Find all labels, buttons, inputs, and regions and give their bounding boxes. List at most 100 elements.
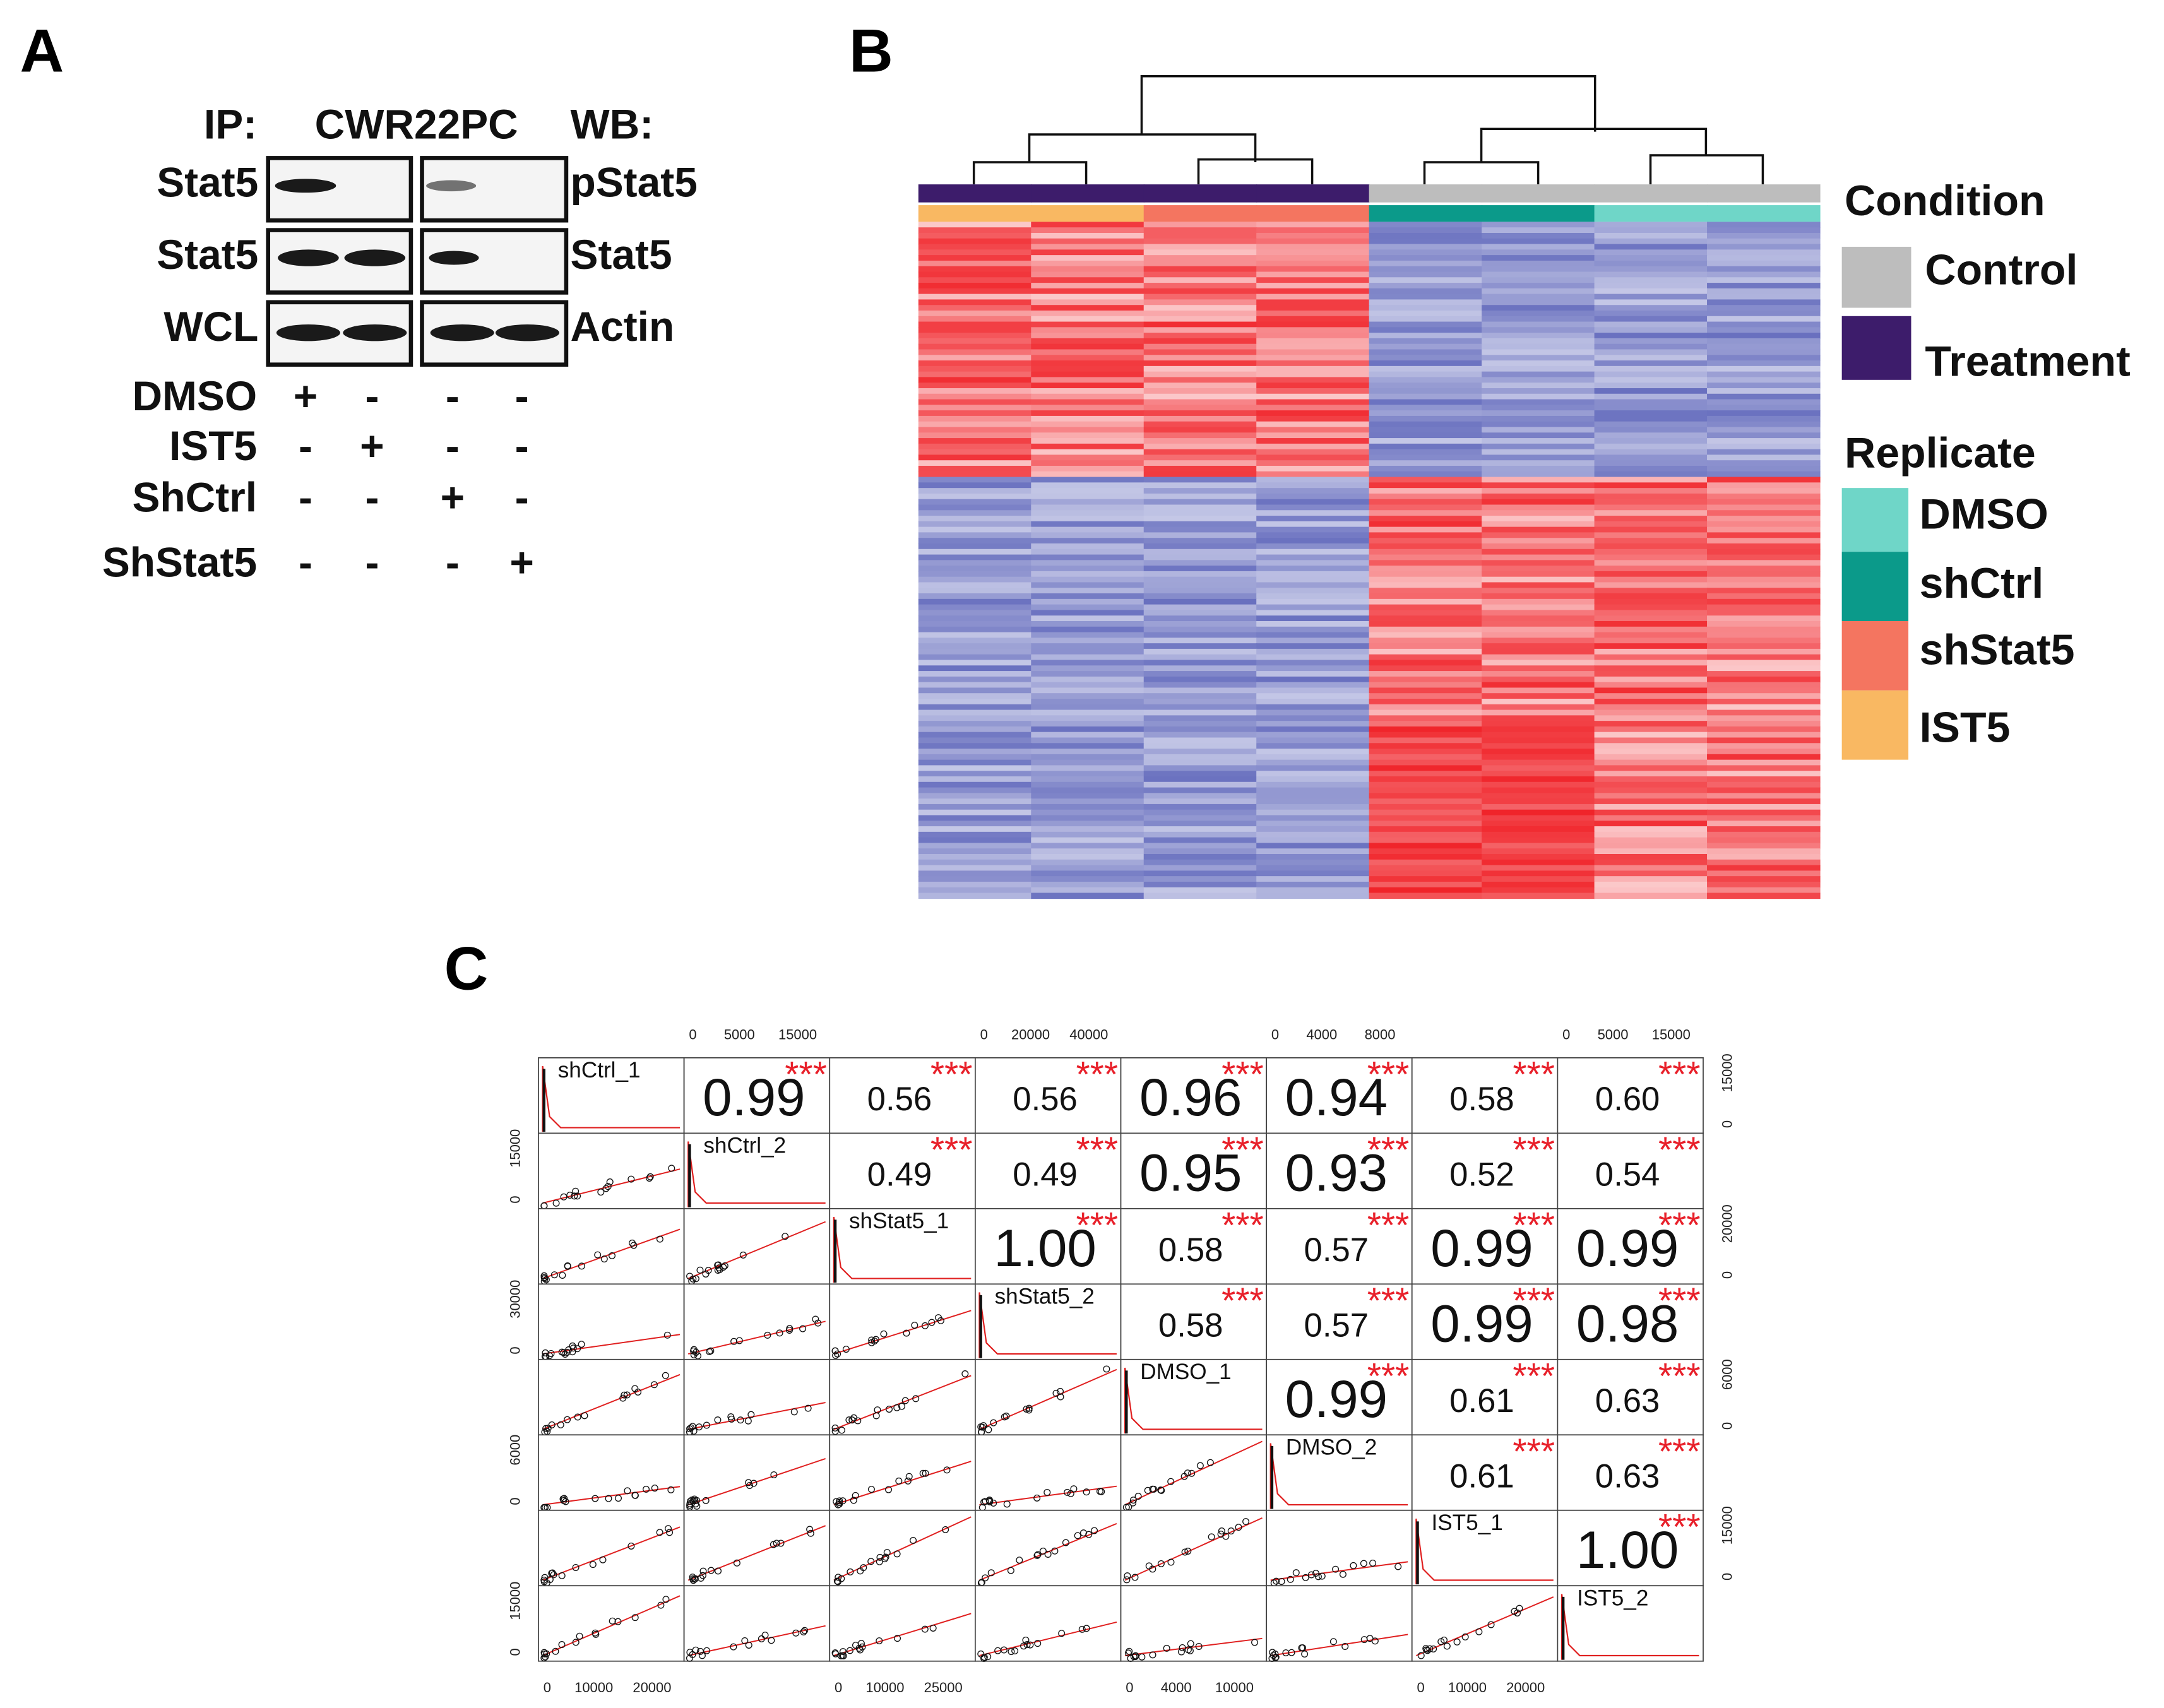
heatmap-cell — [1707, 865, 1821, 872]
heatmap-cell — [1482, 521, 1595, 528]
heatmap-cell — [1369, 421, 1483, 428]
heatmap-cell — [1482, 222, 1595, 228]
heatmap-cell — [918, 360, 1032, 367]
scatter-point — [646, 1175, 653, 1182]
heatmap-cell — [1594, 865, 1708, 872]
matrix-cell — [1411, 1057, 1559, 1134]
heatmap-cell — [1594, 321, 1708, 328]
heatmap-cell — [1707, 510, 1821, 516]
heatmap-cell — [1594, 355, 1708, 361]
legend-swatch — [1841, 246, 1911, 308]
scatter-point — [1002, 1413, 1010, 1420]
heatmap-cell — [918, 776, 1032, 783]
heatmap-cell — [1143, 554, 1257, 561]
scatter-point — [1186, 1647, 1194, 1654]
heatmap-cell — [1482, 881, 1595, 888]
heatmap-cell — [918, 305, 1032, 311]
heatmap-cell — [1143, 271, 1257, 278]
heatmap-cell — [1031, 266, 1144, 273]
heatmap-cell — [1143, 676, 1257, 683]
heatmap-cell — [1482, 560, 1595, 567]
heatmap-cell — [1594, 676, 1708, 683]
heatmap-cell — [918, 704, 1032, 711]
heatmap-cell — [1256, 793, 1370, 800]
top-tick-label: 40000 — [1069, 1027, 1108, 1043]
heatmap-cell — [1143, 393, 1257, 400]
scatter-point — [605, 1495, 612, 1502]
heatmap-cell — [1369, 504, 1483, 511]
heatmap-cell — [1031, 576, 1144, 583]
heatmap-cell — [1707, 771, 1821, 777]
heatmap-cell — [1031, 715, 1144, 722]
heatmap-cell — [1369, 593, 1483, 600]
heatmap-cell — [1256, 244, 1370, 251]
heatmap-cell — [1482, 615, 1595, 622]
scatter-point — [1083, 1488, 1090, 1496]
scatter-point — [1132, 1652, 1139, 1659]
right-tick-label: 15000 — [1719, 1506, 1735, 1545]
heatmap-cell — [1143, 821, 1257, 827]
heatmap-cell — [1031, 504, 1144, 511]
heatmap-cell — [1482, 610, 1595, 617]
top-tick-label: 15000 — [1652, 1027, 1691, 1043]
heatmap-cell — [1031, 283, 1144, 289]
heatmap-cell — [1482, 660, 1595, 667]
heatmap-cell — [1707, 355, 1821, 361]
heatmap-cell — [1256, 277, 1370, 283]
heatmap-cell — [1369, 809, 1483, 816]
heatmap-cell — [1594, 266, 1708, 273]
heatmap-cell — [1369, 732, 1483, 738]
scatter-point — [703, 1421, 710, 1429]
heatmap-cell — [1594, 360, 1708, 367]
matrix-cell — [1557, 1283, 1704, 1360]
scatter-point — [883, 1549, 891, 1557]
heatmap-cell — [1707, 560, 1821, 567]
scatter-point — [542, 1653, 549, 1661]
heatmap-cell — [1031, 327, 1144, 334]
heatmap-cell — [918, 682, 1032, 689]
heatmap-cell — [1482, 283, 1595, 289]
heatmap-cell — [918, 349, 1032, 356]
heatmap-cell — [1031, 893, 1144, 899]
heatmap-cell — [1031, 560, 1144, 567]
heatmap-cell — [1256, 493, 1370, 500]
heatmap-cell — [1369, 277, 1483, 283]
legend-label: shStat5 — [1920, 626, 2075, 674]
correlation-value: 0.49 — [1013, 1156, 1078, 1194]
heatmap-cell — [918, 549, 1032, 555]
fit-line — [1415, 1596, 1554, 1656]
heatmap-cell — [1256, 638, 1370, 644]
heatmap-cell — [1369, 721, 1483, 727]
heatmap-cell — [1594, 704, 1708, 711]
heatmap-cell — [1143, 238, 1257, 245]
matrix-cell — [1557, 1057, 1704, 1134]
scatter-point — [990, 1419, 997, 1426]
fit-line — [687, 1320, 826, 1355]
heatmap-cell — [1369, 793, 1483, 800]
scatter-point — [1475, 1628, 1483, 1635]
heatmap-cell — [1143, 571, 1257, 578]
scatter-point — [1184, 1548, 1192, 1555]
heatmap-cell — [1256, 377, 1370, 384]
scatter-point — [686, 1272, 694, 1280]
heatmap-cell — [1707, 249, 1821, 256]
heatmap-cell — [1482, 554, 1595, 561]
wb-label: WB: — [571, 100, 654, 147]
heatmap-cell — [1594, 499, 1708, 506]
right-tick-label: 0 — [1719, 1422, 1735, 1430]
heatmap-cell — [1256, 776, 1370, 783]
scatter-point — [564, 1416, 571, 1423]
heatmap-cell — [1594, 549, 1708, 555]
heatmap-cell — [1707, 443, 1821, 450]
heatmap-cell — [1256, 704, 1370, 711]
heatmap-cell — [1482, 843, 1595, 850]
scatter-point — [770, 1541, 777, 1548]
matrix-cell — [1120, 1358, 1268, 1436]
scatter-point — [686, 1425, 694, 1433]
matrix-cell — [1557, 1585, 1704, 1662]
heatmap-cell — [918, 876, 1032, 882]
heatmap-cell — [1707, 238, 1821, 245]
heatmap-cell — [1031, 294, 1144, 300]
heatmap-cell — [1143, 859, 1257, 866]
fit-line — [979, 1522, 1117, 1581]
